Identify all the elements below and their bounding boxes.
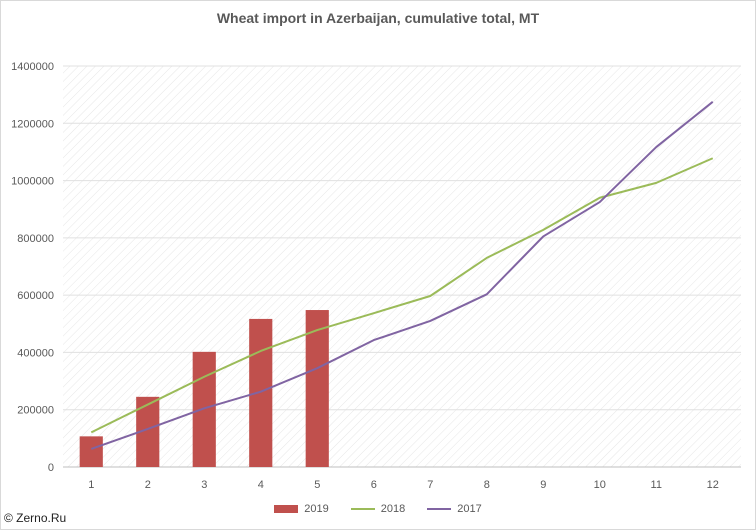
x-tick-label: 9 <box>540 479 546 491</box>
legend-label-2017: 2017 <box>457 503 482 515</box>
watermark: © Zerno.Ru <box>4 511 67 525</box>
legend-swatch-2017 <box>427 508 452 510</box>
legend-item-2019: 2019 <box>274 503 329 515</box>
y-tick-label: 800000 <box>17 233 54 245</box>
line-series-2018 <box>90 157 714 434</box>
x-tick-label: 6 <box>371 479 377 491</box>
y-tick-label: 200000 <box>17 405 54 417</box>
x-tick-label: 5 <box>314 479 320 491</box>
legend-item-2018: 2018 <box>350 503 406 515</box>
y-tick-label: 1200000 <box>11 118 54 130</box>
bar-2019-4 <box>249 318 273 467</box>
legend-swatch-2018 <box>350 508 375 510</box>
x-tick-label: 8 <box>484 479 490 491</box>
plot-area <box>63 66 741 467</box>
legend-item-2017: 2017 <box>427 503 482 515</box>
bar-2019-1 <box>79 436 103 467</box>
y-tick-label: 400000 <box>17 347 54 359</box>
x-tick-label: 1 <box>88 479 94 491</box>
y-tick-label: 1000000 <box>11 176 54 188</box>
line-series-2017 <box>90 101 714 450</box>
x-tick-label: 4 <box>258 479 264 491</box>
x-tick-label: 11 <box>651 479 662 491</box>
x-tick-label: 12 <box>707 479 719 491</box>
legend-swatch-2019 <box>274 505 299 513</box>
x-tick-label: 10 <box>594 479 606 491</box>
x-tick-label: 2 <box>145 479 151 491</box>
chart-legend: 2019 2018 2017 <box>0 503 756 515</box>
legend-label-2019: 2019 <box>304 503 329 515</box>
legend-label-2018: 2018 <box>380 503 406 515</box>
y-tick-label: 600000 <box>17 290 54 302</box>
x-tick-label: 3 <box>201 479 207 491</box>
bar-2019-2 <box>136 396 160 467</box>
bar-2019-5 <box>305 310 329 467</box>
chart-title: Wheat import in Azerbaijan, cumulative t… <box>216 10 540 26</box>
y-tick-label: 1400000 <box>11 61 54 73</box>
x-tick-label: 7 <box>427 479 433 491</box>
y-tick-label: 0 <box>48 462 54 474</box>
bar-2019-3 <box>192 351 216 467</box>
